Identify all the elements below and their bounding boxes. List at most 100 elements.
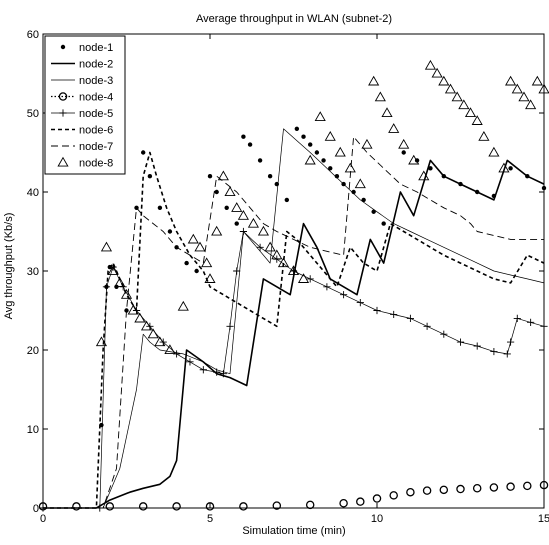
data-point-node-5 <box>390 310 398 319</box>
data-point-node-8 <box>297 273 310 283</box>
data-point-node-1 <box>147 174 153 179</box>
series-node-6 <box>43 151 545 509</box>
y-tick-label: 0 <box>33 503 39 515</box>
data-point-node-5 <box>226 322 234 330</box>
data-point-node-8 <box>217 170 229 181</box>
data-point-node-4 <box>422 486 432 495</box>
data-point-node-8 <box>368 75 380 86</box>
data-point-node-5 <box>490 347 498 356</box>
data-point-node-1 <box>267 174 273 179</box>
data-point-node-8 <box>478 130 490 141</box>
data-point-node-4 <box>339 499 348 508</box>
data-point-node-8 <box>120 288 133 299</box>
data-point-node-5 <box>373 306 381 315</box>
data-point-node-8 <box>140 320 153 331</box>
data-point-node-4 <box>305 500 315 510</box>
data-point-node-8 <box>194 241 206 252</box>
data-point-node-1 <box>257 158 263 163</box>
data-point-node-8 <box>114 277 126 287</box>
data-point-node-5 <box>473 342 481 350</box>
data-point-node-8 <box>204 273 216 283</box>
data-point-node-8 <box>264 241 276 252</box>
legend-marker <box>60 44 66 50</box>
data-point-node-8 <box>388 123 400 133</box>
legend-entry-node-3: node-3 <box>51 75 113 87</box>
series-node-3 <box>43 128 545 509</box>
data-point-node-5 <box>527 318 535 326</box>
data-point-node-4 <box>239 502 248 511</box>
data-point-node-1 <box>321 158 326 163</box>
data-point-node-8 <box>334 146 346 157</box>
data-point-node-8 <box>304 154 316 165</box>
data-point-node-5 <box>256 243 264 251</box>
data-point-node-4 <box>439 485 449 495</box>
data-point-node-8 <box>451 91 463 102</box>
data-point-node-5 <box>233 267 241 275</box>
data-point-node-5 <box>507 338 515 346</box>
series-line-node-6 <box>43 151 545 509</box>
data-point-node-8 <box>424 59 437 70</box>
data-point-node-5 <box>219 370 227 378</box>
data-point-node-5 <box>239 227 247 236</box>
data-point-node-4 <box>389 491 398 500</box>
data-point-node-5 <box>159 338 167 346</box>
y-tick-label: 40 <box>27 187 39 199</box>
y-tick-label: 20 <box>27 345 39 357</box>
data-point-node-5 <box>456 338 465 346</box>
data-point-node-1 <box>124 308 129 313</box>
series-node-4 <box>38 480 549 511</box>
legend-entry-node-8: node-8 <box>57 156 113 170</box>
data-point-node-8 <box>107 265 119 276</box>
data-point-node-4 <box>138 502 148 511</box>
data-point-node-5 <box>323 283 331 291</box>
data-point-node-1 <box>428 166 433 171</box>
data-point-node-8 <box>95 336 108 347</box>
data-point-node-8 <box>247 217 259 228</box>
series-node-8 <box>95 59 549 355</box>
x-tick-label: 0 <box>40 513 46 525</box>
data-point-node-8 <box>505 75 517 86</box>
legend-label: node-3 <box>79 75 113 87</box>
data-point-node-4 <box>406 487 415 497</box>
series-line-node-2 <box>43 159 545 509</box>
data-point-node-5 <box>503 350 511 358</box>
data-point-node-4 <box>205 502 215 511</box>
data-point-node-8 <box>488 146 500 157</box>
series-node-2 <box>43 159 545 509</box>
data-point-node-4 <box>523 481 532 491</box>
data-point-node-8 <box>408 154 420 165</box>
legend-box <box>44 35 126 175</box>
data-point-node-4 <box>272 501 282 510</box>
legend-label: node-1 <box>79 42 113 54</box>
data-point-node-1 <box>401 150 406 155</box>
legend-marker <box>58 92 68 101</box>
data-point-node-1 <box>361 197 366 203</box>
data-point-node-5 <box>340 291 348 299</box>
x-tick-label: 10 <box>371 513 383 525</box>
data-point-node-8 <box>154 336 166 347</box>
data-point-node-1 <box>224 205 229 210</box>
data-point-node-1 <box>308 142 313 147</box>
y-tick-label: 60 <box>27 29 39 41</box>
series-line-node-3 <box>43 128 545 509</box>
data-point-node-8 <box>187 233 199 244</box>
data-point-node-5 <box>213 368 221 376</box>
data-point-node-8 <box>518 91 530 102</box>
series-line-node-7 <box>43 136 544 509</box>
data-point-node-4 <box>372 494 382 503</box>
data-point-node-1 <box>301 134 306 139</box>
data-point-node-5 <box>406 314 414 322</box>
data-point-node-1 <box>371 209 376 214</box>
data-point-node-5 <box>440 330 448 338</box>
data-point-node-1 <box>334 174 340 179</box>
legend-marker <box>57 156 69 167</box>
data-point-node-8 <box>471 115 483 125</box>
data-point-node-4 <box>456 484 465 494</box>
legend-entry-node-5: node-5 <box>51 108 113 120</box>
data-point-node-5 <box>199 366 207 374</box>
data-point-node-1 <box>157 205 163 210</box>
legend: node-1 node-2 node-3 node-4 node-5 node-6 node… <box>44 35 126 175</box>
data-point-node-4 <box>472 483 482 493</box>
data-point-node-1 <box>294 126 300 131</box>
data-point-node-8 <box>354 178 366 189</box>
